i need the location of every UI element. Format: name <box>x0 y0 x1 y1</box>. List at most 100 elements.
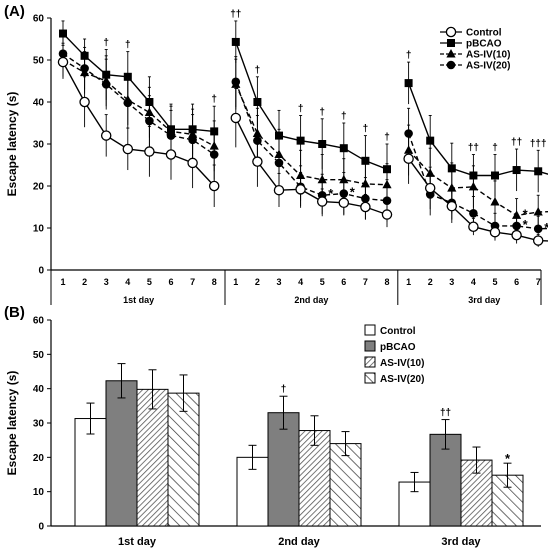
significance-dagger: †† <box>440 408 451 419</box>
legend-item-as-iv-20: AS-IV(20) <box>440 61 510 72</box>
y-tick-label: 40 <box>33 384 45 395</box>
as-iv-10-point <box>533 207 543 216</box>
trial-tick-label: 2 <box>255 277 260 287</box>
day-label: 3rd day <box>468 295 500 305</box>
legend-item-control: Control <box>364 324 416 337</box>
as-iv-20-point <box>80 64 89 73</box>
pbcao-line <box>62 33 215 133</box>
trial-tick-label: 7 <box>190 277 195 287</box>
pbcao-point <box>339 144 348 153</box>
y-tick-label: 60 <box>33 14 45 25</box>
as-iv-20-point <box>101 80 111 89</box>
trial-tick-label: 6 <box>514 277 519 287</box>
control-point <box>295 184 306 195</box>
control-point <box>403 153 414 164</box>
legend-swatch <box>364 356 376 368</box>
pbcao-point <box>534 167 543 176</box>
significance-asterisk: * <box>523 217 529 232</box>
trial-tick-label: 6 <box>168 277 173 287</box>
pbcao-bar <box>429 433 462 527</box>
control-point <box>100 130 112 141</box>
legend-label: Control <box>380 326 416 337</box>
control-point <box>122 143 134 155</box>
legend-item-pbcao: pBCAO <box>440 39 502 50</box>
y-tick-label: 10 <box>33 487 45 498</box>
significance-dagger: † <box>406 50 412 61</box>
y-tick-label: 50 <box>33 56 45 67</box>
control-point <box>424 182 436 194</box>
bar-chart-y-axis-title: Escape latency (s) <box>5 371 19 476</box>
significance-asterisk: * <box>523 206 529 221</box>
legend-swatch <box>364 372 376 384</box>
line-chart-panel: (A) Escape latency (s) 0 10 20 30 40 50 60 1 2 3… <box>4 3 548 305</box>
trial-tick-label: 5 <box>492 277 497 287</box>
pbcao-point <box>512 166 521 175</box>
significance-dagger: †† <box>468 143 479 154</box>
control-point <box>208 180 220 192</box>
day-label: 2nd day <box>294 295 328 305</box>
significance-dagger: † <box>255 65 261 76</box>
pbcao-line <box>407 82 548 177</box>
control-bar <box>74 418 107 527</box>
significance-asterisk: * <box>328 186 334 201</box>
pbcao-point <box>253 98 262 106</box>
legend-item-as-iv-10: AS-IV(10) <box>364 356 424 369</box>
panel-a-label: (A) <box>4 3 25 20</box>
as-iv-10-bar <box>136 388 169 527</box>
significance-dagger: ††† <box>530 138 547 149</box>
pbcao-point <box>318 140 327 148</box>
significance-dagger: † <box>363 124 369 135</box>
y-tick-label: 20 <box>33 453 45 464</box>
control-point <box>511 229 522 241</box>
legend-label: pBCAO <box>466 39 502 50</box>
trial-tick-label: 3 <box>449 277 454 287</box>
y-tick-label: 60 <box>33 316 45 327</box>
y-tick-label: 30 <box>33 419 45 430</box>
pbcao-point <box>59 29 67 38</box>
significance-asterisk: * <box>350 185 356 200</box>
pbcao-point <box>426 136 435 145</box>
control-point <box>360 201 371 213</box>
legend-marker <box>446 60 456 70</box>
significance-dagger: †† <box>230 9 241 20</box>
bar-category-label: 2nd day <box>278 536 320 548</box>
trial-tick-label: 2 <box>82 277 87 287</box>
control-point <box>273 184 285 196</box>
as-iv-20-point <box>382 196 392 205</box>
trial-tick-label: 3 <box>104 277 109 287</box>
as-iv-20-point <box>512 221 521 231</box>
legend-label: pBCAO <box>380 342 416 353</box>
control-point <box>338 197 350 209</box>
trial-tick-label: 8 <box>212 277 217 287</box>
y-tick-label: 0 <box>38 522 44 533</box>
as-iv-20-point <box>123 98 133 108</box>
pbcao-point <box>296 136 305 145</box>
as-iv-10-point <box>490 196 500 206</box>
as-iv-20-point <box>533 224 543 234</box>
as-iv-20-bar <box>167 392 200 527</box>
legend-item-as-iv-10: AS-IV(10) <box>440 49 510 61</box>
pbcao-point <box>361 156 370 165</box>
significance-dagger: † <box>125 40 131 51</box>
control-point <box>165 149 177 160</box>
y-tick-label: 30 <box>33 140 45 151</box>
trial-tick-label: 1 <box>60 277 65 287</box>
legend-swatch <box>364 340 376 352</box>
significance-dagger: †† <box>511 137 522 148</box>
trial-tick-label: 4 <box>471 277 476 287</box>
significance-asterisk: * <box>505 451 511 466</box>
trial-tick-label: 6 <box>341 277 346 287</box>
trial-tick-label: 4 <box>298 277 303 287</box>
trial-tick-label: 1 <box>233 277 238 287</box>
significance-dagger: † <box>298 103 304 114</box>
trial-tick-label: 1 <box>406 277 411 287</box>
pbcao-bar <box>105 380 138 527</box>
legend-swatch <box>364 324 376 336</box>
legend-label: AS-IV(10) <box>466 50 510 61</box>
significance-dagger: † <box>492 143 498 154</box>
y-tick-label: 50 <box>33 350 45 361</box>
control-point <box>144 146 155 157</box>
y-tick-label: 40 <box>33 98 45 109</box>
control-point <box>381 209 393 220</box>
